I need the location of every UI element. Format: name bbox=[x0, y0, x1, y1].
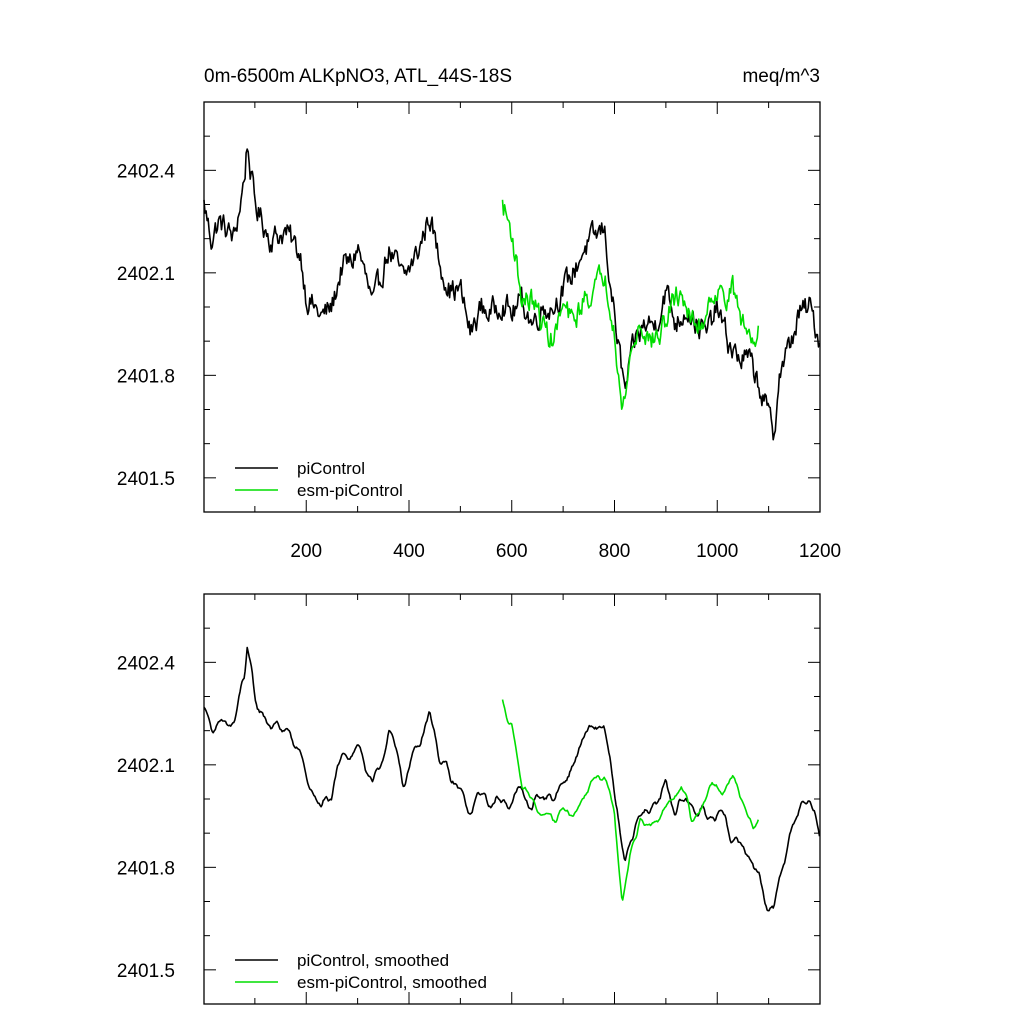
y-tick-label: 2402.1 bbox=[117, 264, 175, 285]
bottom-panel: 2401.5 2401.8 2402.1 2402.4 piControl, smoot… bbox=[117, 593, 821, 1005]
legend-label: piControl bbox=[297, 459, 365, 478]
x-tick-label: 1200 bbox=[799, 541, 841, 562]
legend-label: esm-piControl bbox=[297, 481, 403, 500]
y-tick-label: 2401.8 bbox=[117, 366, 175, 387]
series-line-picontrol bbox=[203, 646, 821, 912]
x-tick-label: 800 bbox=[599, 541, 631, 562]
x-tick-label: 1000 bbox=[696, 541, 738, 562]
x-tick-label: 400 bbox=[393, 541, 425, 562]
y-tick-label: 2402.4 bbox=[117, 653, 176, 674]
y-tick-label: 2401.5 bbox=[117, 469, 175, 490]
top-panel: 2401.5 2401.8 2402.1 2402.4 200 400 600 800 1000… bbox=[117, 101, 841, 562]
y-tick-label: 2401.5 bbox=[117, 961, 175, 982]
x-tick-label: 600 bbox=[496, 541, 528, 562]
legend-label: piControl, smoothed bbox=[297, 951, 449, 970]
series-line-esm-picontrol bbox=[501, 199, 760, 410]
plot-frame bbox=[203, 593, 821, 1005]
series-line-esm-picontrol bbox=[501, 699, 760, 901]
y-tick-label: 2402.1 bbox=[117, 756, 175, 777]
x-tick-label: 200 bbox=[290, 541, 322, 562]
title-right: meq/m^3 bbox=[742, 66, 820, 87]
y-tick-label: 2401.8 bbox=[117, 858, 175, 879]
title-left: 0m-6500m ALKpNO3, ATL_44S-18S bbox=[204, 66, 512, 87]
y-tick-label: 2402.4 bbox=[117, 161, 176, 182]
legend-label: esm-piControl, smoothed bbox=[297, 973, 487, 992]
series-line-picontrol bbox=[203, 148, 821, 441]
